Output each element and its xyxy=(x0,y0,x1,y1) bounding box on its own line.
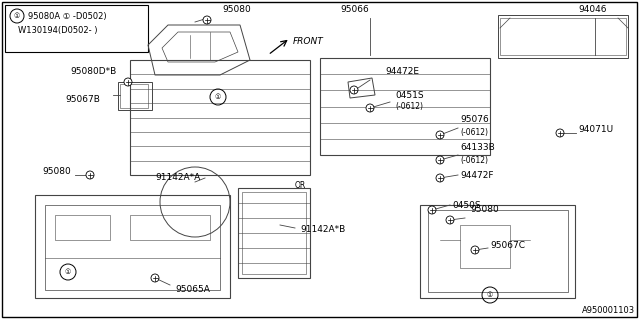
Text: 91142A*A: 91142A*A xyxy=(155,173,200,182)
Circle shape xyxy=(436,131,444,139)
Bar xyxy=(5,5,148,52)
Circle shape xyxy=(556,129,564,137)
Circle shape xyxy=(86,171,94,179)
Text: 64133B: 64133B xyxy=(460,143,495,153)
Text: 95080: 95080 xyxy=(42,167,71,177)
Text: 95076: 95076 xyxy=(460,116,489,124)
Text: 94071U: 94071U xyxy=(578,125,613,134)
Text: 95080: 95080 xyxy=(222,5,251,14)
Circle shape xyxy=(471,246,479,254)
Text: 95066: 95066 xyxy=(340,5,369,14)
Circle shape xyxy=(366,104,374,112)
Circle shape xyxy=(350,86,358,94)
Circle shape xyxy=(436,174,444,182)
Text: A950001103: A950001103 xyxy=(582,306,635,315)
Text: 95067B: 95067B xyxy=(65,95,100,105)
Circle shape xyxy=(436,156,444,164)
Text: 94046: 94046 xyxy=(578,5,607,14)
Text: ①: ① xyxy=(14,13,20,19)
Circle shape xyxy=(428,206,436,214)
Text: 0450S: 0450S xyxy=(452,201,481,210)
Text: 94472E: 94472E xyxy=(385,68,419,76)
Text: ①: ① xyxy=(65,269,71,275)
Text: 95067C: 95067C xyxy=(490,241,525,250)
Text: (-0612): (-0612) xyxy=(460,156,488,164)
Text: (-0612): (-0612) xyxy=(395,102,423,111)
Text: W130194(D0502- ): W130194(D0502- ) xyxy=(18,26,97,35)
Text: 95065A: 95065A xyxy=(175,285,210,294)
Text: 91142A*B: 91142A*B xyxy=(300,226,345,235)
Text: FRONT: FRONT xyxy=(293,37,324,46)
Text: 0451S: 0451S xyxy=(395,91,424,100)
Circle shape xyxy=(151,274,159,282)
Text: 95080: 95080 xyxy=(470,205,499,214)
Text: 95080D*B: 95080D*B xyxy=(70,68,116,76)
Text: ①: ① xyxy=(487,292,493,298)
Text: 95080A ① -D0502): 95080A ① -D0502) xyxy=(28,12,107,20)
Circle shape xyxy=(124,78,132,86)
Text: (-0612): (-0612) xyxy=(460,127,488,137)
Text: ①: ① xyxy=(215,94,221,100)
Circle shape xyxy=(203,16,211,24)
Text: 94472F: 94472F xyxy=(460,171,493,180)
Circle shape xyxy=(446,216,454,224)
Text: OR: OR xyxy=(295,180,307,189)
